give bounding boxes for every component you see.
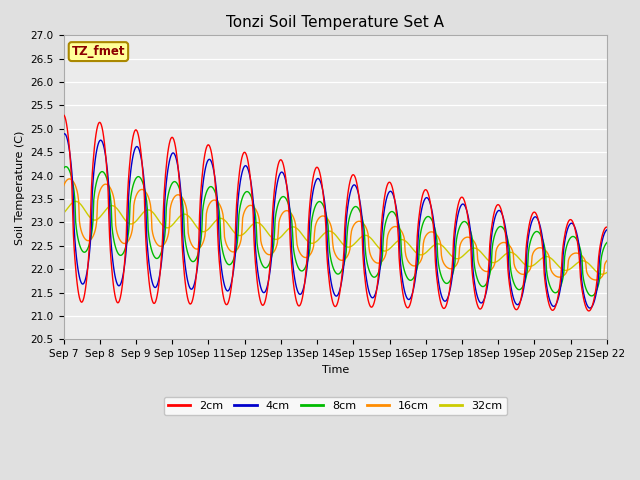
4cm xyxy=(70,224,78,230)
2cm xyxy=(401,301,409,307)
32cm xyxy=(418,252,426,258)
2cm xyxy=(125,166,133,171)
8cm xyxy=(181,238,189,244)
4cm xyxy=(418,206,426,212)
16cm xyxy=(592,277,600,283)
16cm xyxy=(402,253,410,259)
8cm xyxy=(60,166,67,171)
4cm xyxy=(586,305,593,311)
16cm xyxy=(210,197,218,203)
4cm xyxy=(210,169,218,175)
X-axis label: Time: Time xyxy=(322,365,349,374)
2cm xyxy=(180,273,188,278)
16cm xyxy=(126,235,134,240)
Line: 2cm: 2cm xyxy=(63,115,607,311)
2cm xyxy=(603,224,611,230)
8cm xyxy=(126,201,134,206)
32cm xyxy=(181,211,189,217)
32cm xyxy=(60,210,67,216)
2cm xyxy=(70,231,77,237)
8cm xyxy=(70,189,78,194)
Line: 4cm: 4cm xyxy=(63,134,607,308)
16cm xyxy=(603,258,611,264)
Line: 8cm: 8cm xyxy=(63,167,607,296)
Title: Tonzi Soil Temperature Set A: Tonzi Soil Temperature Set A xyxy=(226,15,444,30)
32cm xyxy=(402,239,410,244)
4cm xyxy=(60,132,67,137)
32cm xyxy=(598,271,606,277)
2cm xyxy=(209,161,217,167)
Line: 32cm: 32cm xyxy=(63,202,607,274)
4cm xyxy=(603,227,611,233)
16cm xyxy=(66,176,74,182)
4cm xyxy=(126,175,134,180)
Text: TZ_fmet: TZ_fmet xyxy=(72,45,125,58)
8cm xyxy=(402,272,410,278)
16cm xyxy=(70,180,78,186)
Legend: 2cm, 4cm, 8cm, 16cm, 32cm: 2cm, 4cm, 8cm, 16cm, 32cm xyxy=(164,396,507,416)
4cm xyxy=(60,131,68,137)
32cm xyxy=(126,221,134,227)
2cm xyxy=(60,112,67,118)
16cm xyxy=(181,201,189,206)
32cm xyxy=(603,270,611,276)
8cm xyxy=(588,293,596,299)
8cm xyxy=(603,240,611,245)
32cm xyxy=(72,199,79,204)
16cm xyxy=(60,183,67,189)
8cm xyxy=(210,187,218,192)
4cm xyxy=(181,263,189,268)
Line: 16cm: 16cm xyxy=(63,179,607,280)
8cm xyxy=(418,225,426,230)
2cm xyxy=(585,308,593,314)
4cm xyxy=(402,293,410,299)
8cm xyxy=(62,164,70,169)
2cm xyxy=(417,200,425,205)
Y-axis label: Soil Temperature (C): Soil Temperature (C) xyxy=(15,130,25,244)
32cm xyxy=(70,199,77,205)
32cm xyxy=(210,220,218,226)
16cm xyxy=(418,255,426,261)
